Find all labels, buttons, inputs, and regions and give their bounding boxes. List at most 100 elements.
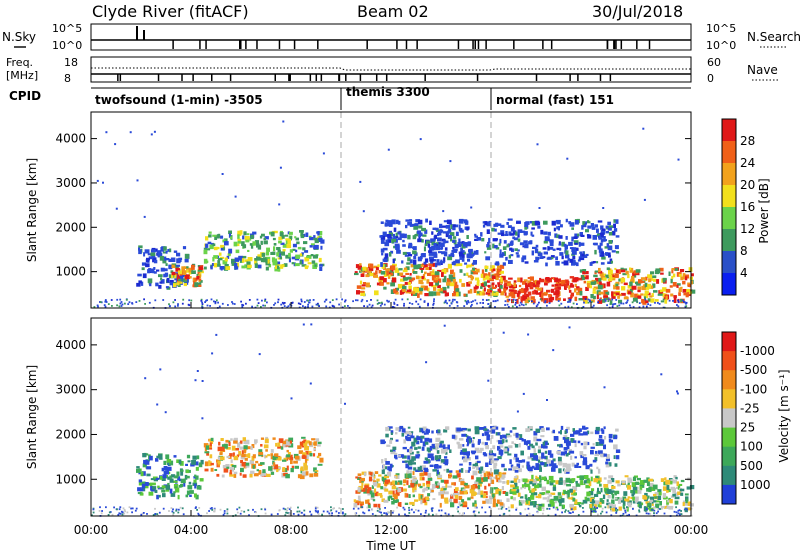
scatter-cell-2 xyxy=(483,493,487,498)
scatter-cell-5 xyxy=(587,234,592,239)
scatter-cell-4 xyxy=(426,428,429,433)
scatter-cell-3 xyxy=(360,290,365,293)
scatter-cell-6 xyxy=(623,296,629,300)
scatter-cell-3 xyxy=(506,480,510,485)
scatter-cell-0 xyxy=(143,252,146,257)
near-range-cell xyxy=(484,511,487,514)
scatter-cell-2 xyxy=(462,488,466,491)
scatter-cell-2 xyxy=(490,487,494,492)
scatter-cell-0 xyxy=(158,454,163,459)
scatter-cell-2 xyxy=(257,245,262,250)
scatter-cell-6 xyxy=(584,298,588,304)
scatter-cell-4 xyxy=(438,465,442,469)
scatter-cell-6 xyxy=(678,292,681,296)
scatter-cell-4 xyxy=(540,278,545,283)
near-range-cell xyxy=(403,508,406,511)
scatter-cell-1 xyxy=(260,462,265,465)
scatter-cell-4 xyxy=(402,446,407,450)
scatter-cell-4 xyxy=(504,446,508,450)
scatter-cell-4 xyxy=(538,445,543,449)
near-range-cell xyxy=(685,302,687,305)
scatter-cell-6 xyxy=(671,268,674,274)
scatter-cell-3 xyxy=(510,496,514,500)
scatter-cell-6 xyxy=(620,269,626,273)
scatter-cell-5 xyxy=(539,256,544,259)
scatter-cell-2 xyxy=(406,480,409,486)
scatter-cell-5 xyxy=(402,251,408,255)
scatter-cell-6 xyxy=(655,299,659,302)
scatter-cell-3 xyxy=(473,272,478,275)
scatter-cell-6 xyxy=(583,280,587,284)
scatter-cell-1 xyxy=(245,454,249,458)
scatter-cell-6 xyxy=(611,276,616,281)
scatter-cell-4 xyxy=(410,446,413,450)
scatter-cell-1 xyxy=(205,461,209,467)
nsearch-tick-bottom: 10^0 xyxy=(706,39,736,52)
scatter-cell-4 xyxy=(576,462,579,466)
scatter-cell-5 xyxy=(420,256,423,260)
near-range-cell xyxy=(611,298,614,301)
scatter-cell-5 xyxy=(440,246,444,250)
scatter-cell-1 xyxy=(230,459,233,463)
near-range-cell xyxy=(603,298,606,301)
scatter-cell-5 xyxy=(412,259,417,265)
scatter-cell-2 xyxy=(397,502,402,507)
near-range-cell xyxy=(591,300,593,303)
scatter-cell-5 xyxy=(452,236,457,239)
scatter-cell-5 xyxy=(497,223,502,226)
scatter-cell-2 xyxy=(379,494,383,498)
near-range-cell xyxy=(121,303,124,306)
scatter-cell-2 xyxy=(444,500,449,504)
scatter-cell-5 xyxy=(679,488,685,492)
scatter-cell-5 xyxy=(418,225,423,229)
scatter-cell-5 xyxy=(658,491,662,496)
scatter-cell-4 xyxy=(521,465,524,468)
near-range-cell xyxy=(594,510,597,513)
scatter-cell-4 xyxy=(390,449,393,452)
scatter-cell-4 xyxy=(467,457,471,461)
scatter-cell-5 xyxy=(601,251,604,255)
scatter-cell-4 xyxy=(589,468,592,471)
scatter-cell-4 xyxy=(527,291,532,296)
near-range-cell xyxy=(481,506,483,509)
scatter-cell-4 xyxy=(555,280,560,285)
scatter-cell-4 xyxy=(497,432,500,436)
scatter-cell-4 xyxy=(539,277,542,281)
scatter-cell-5 xyxy=(430,238,435,242)
scatter-cell-6 xyxy=(588,285,593,289)
scatter-cell-5 xyxy=(624,475,629,478)
scatter-cell-2 xyxy=(265,253,269,256)
scatter-cell-2 xyxy=(448,474,452,477)
scatter-cell-5 xyxy=(611,508,616,512)
freq-traces xyxy=(91,67,691,81)
scatter-cell-4 xyxy=(516,463,521,469)
scatter-cell-1 xyxy=(305,440,310,444)
scatter-cell-3 xyxy=(387,276,391,279)
scatter-cell-5 xyxy=(609,227,612,231)
scatter-cell-4 xyxy=(552,458,556,462)
near-range-cell xyxy=(615,299,618,301)
scatter-cell-1 xyxy=(240,459,243,464)
scatter-cell-4 xyxy=(502,434,507,439)
near-range-cell xyxy=(135,301,138,303)
scatter-cell-2 xyxy=(441,490,445,495)
scatter-cell-5 xyxy=(650,496,655,501)
scatter-cell-0 xyxy=(194,474,197,478)
scatter-cell-1 xyxy=(192,284,196,288)
scatter-cell-2 xyxy=(301,252,304,255)
scatter-cell-6 xyxy=(608,269,613,275)
scatter-cell-1 xyxy=(176,282,180,286)
scatter-cell-1 xyxy=(298,450,304,454)
scatter-cell-0 xyxy=(161,478,166,481)
scatter-cell-4 xyxy=(390,451,396,455)
scatter-cell-4 xyxy=(521,439,526,442)
scatter-cell-5 xyxy=(619,497,623,501)
scatter-cell-6 xyxy=(687,284,691,287)
near-range-cell xyxy=(311,305,314,308)
near-range-cell xyxy=(626,299,629,302)
scatter-cell-6 xyxy=(579,269,584,273)
scatter-cell-4 xyxy=(523,288,529,291)
scatter-cell-4 xyxy=(484,431,489,436)
scatter-cell-2 xyxy=(502,491,507,494)
scatter-cell-5 xyxy=(532,246,537,249)
